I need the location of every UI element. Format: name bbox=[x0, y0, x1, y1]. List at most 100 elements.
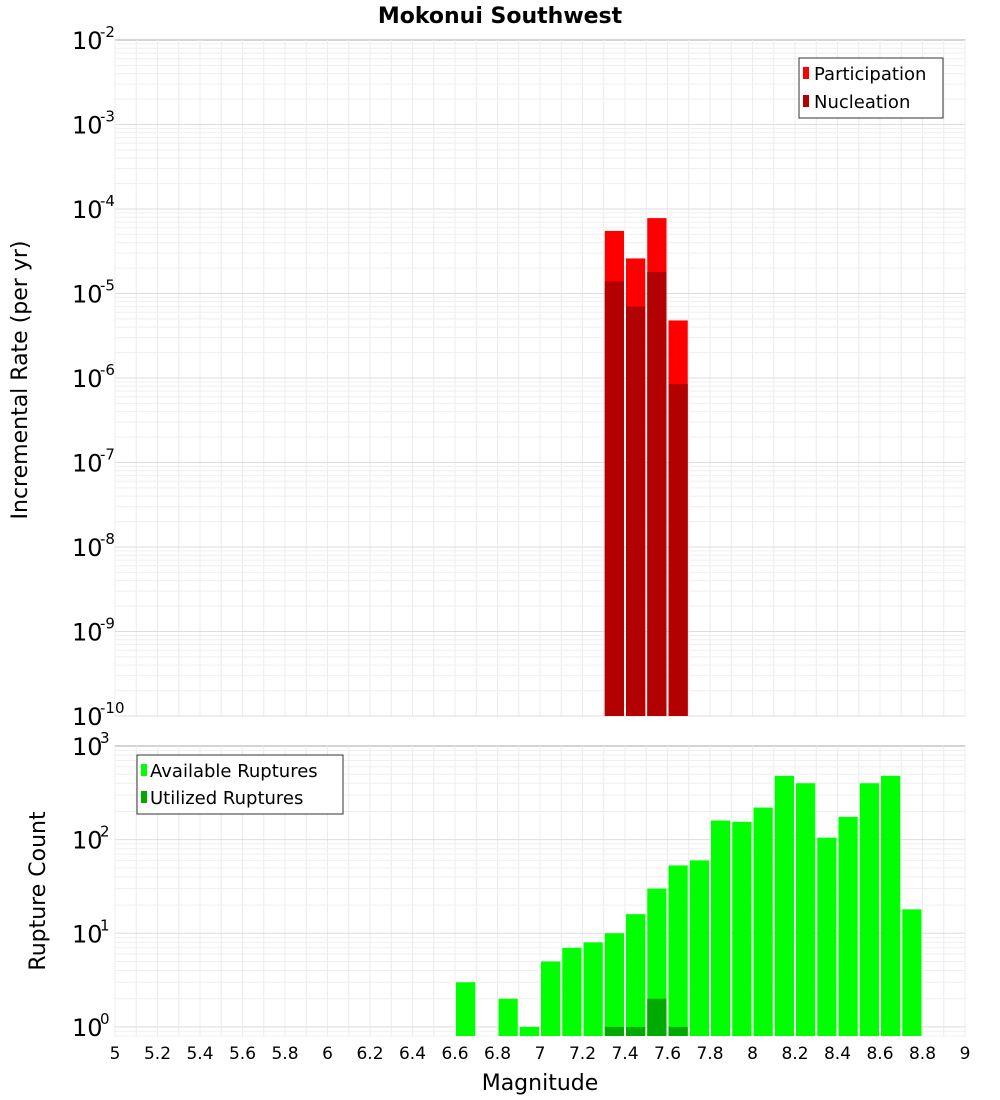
top-y-tick-exponent: -8 bbox=[100, 530, 115, 548]
x-tick-label: 8.2 bbox=[781, 1044, 808, 1064]
bar-utilized-ruptures bbox=[604, 1026, 624, 1036]
bottom-y-tick-base: 10 bbox=[72, 827, 103, 855]
bar-available-ruptures bbox=[541, 961, 561, 1036]
legend-label-utilized: Utilized Ruptures bbox=[150, 788, 303, 809]
bottom-y-tick-base: 10 bbox=[72, 733, 103, 761]
chart-title: Mokonui Southwest bbox=[378, 4, 623, 29]
bar-nucleation bbox=[626, 306, 646, 716]
bottom-y-tick-exponent: 3 bbox=[100, 729, 110, 747]
top-grid bbox=[114, 40, 966, 717]
legend-swatch-available bbox=[141, 764, 147, 776]
bar-available-ruptures bbox=[817, 837, 837, 1036]
x-tick-label: 7.2 bbox=[569, 1044, 596, 1064]
top-y-tick-exponent: -5 bbox=[100, 277, 115, 295]
bar-available-ruptures bbox=[456, 982, 476, 1036]
bottom-legend: Available Ruptures Utilized Ruptures bbox=[136, 754, 344, 815]
bar-available-ruptures bbox=[881, 775, 901, 1036]
top-bars bbox=[604, 218, 688, 717]
bottom-y-tick-exponent: 0 bbox=[100, 1010, 110, 1028]
bar-available-ruptures bbox=[626, 914, 646, 1036]
top-legend: Participation Nucleation bbox=[798, 57, 944, 119]
bar-available-ruptures bbox=[902, 909, 922, 1036]
x-tick-label: 5 bbox=[110, 1044, 121, 1064]
bar-nucleation bbox=[668, 383, 688, 716]
legend-swatch-utilized bbox=[141, 791, 147, 803]
top-legend-box bbox=[798, 57, 944, 119]
top-y-tick-exponent: -3 bbox=[100, 108, 115, 126]
bar-available-ruptures bbox=[689, 860, 709, 1036]
top-y-tick-exponent: -2 bbox=[100, 23, 115, 41]
x-tick-label: 6 bbox=[322, 1044, 333, 1064]
legend-label-available: Available Ruptures bbox=[150, 761, 318, 782]
x-tick-label: 8.6 bbox=[866, 1044, 893, 1064]
top-y-tick-base: 10 bbox=[72, 619, 103, 647]
top-y-tick-base: 10 bbox=[72, 27, 103, 55]
x-tick-label: 9 bbox=[960, 1044, 971, 1064]
top-y-tick-base: 10 bbox=[72, 703, 103, 731]
top-y-tick-exponent: -6 bbox=[100, 361, 115, 379]
x-tick-label: 6.8 bbox=[484, 1044, 511, 1064]
legend-swatch-nucleation bbox=[803, 95, 809, 107]
top-y-tick-exponent: -7 bbox=[100, 446, 115, 464]
top-y-tick-exponent: -9 bbox=[100, 615, 115, 633]
top-y-tick-base: 10 bbox=[72, 196, 103, 224]
bar-available-ruptures bbox=[604, 933, 624, 1036]
bar-available-ruptures bbox=[753, 807, 773, 1036]
bar-available-ruptures bbox=[668, 865, 688, 1036]
bottom-y-axis-label: Rupture Count bbox=[26, 811, 51, 971]
legend-label-participation: Participation bbox=[814, 64, 926, 85]
bottom-y-tick-base: 10 bbox=[72, 920, 103, 948]
x-tick-label: 7.6 bbox=[654, 1044, 681, 1064]
bar-available-ruptures bbox=[774, 775, 794, 1036]
top-y-tick-base: 10 bbox=[72, 281, 103, 309]
top-y-ticks: 10-210-310-410-510-610-710-810-910-10 bbox=[72, 23, 125, 731]
bottom-y-tick-base: 10 bbox=[72, 1014, 103, 1042]
x-tick-label: 5.6 bbox=[229, 1044, 256, 1064]
top-y-tick-base: 10 bbox=[72, 450, 103, 478]
bar-available-ruptures bbox=[519, 1026, 539, 1036]
bar-available-ruptures bbox=[498, 998, 518, 1036]
x-tick-label: 7 bbox=[535, 1044, 546, 1064]
top-panel: 10-210-310-410-510-610-710-810-910-10 In… bbox=[8, 23, 966, 731]
top-y-tick-exponent: -10 bbox=[100, 699, 125, 717]
x-tick-label: 6.6 bbox=[441, 1044, 468, 1064]
bar-available-ruptures bbox=[583, 942, 603, 1036]
top-y-tick-base: 10 bbox=[72, 534, 103, 562]
x-tick-label: 7.4 bbox=[611, 1044, 638, 1064]
legend-label-nucleation: Nucleation bbox=[814, 92, 910, 113]
x-tick-label: 5.4 bbox=[186, 1044, 213, 1064]
bottom-y-tick-exponent: 1 bbox=[100, 916, 110, 934]
bar-utilized-ruptures bbox=[647, 998, 667, 1036]
top-y-tick-base: 10 bbox=[72, 112, 103, 140]
x-tick-label: 8 bbox=[747, 1044, 758, 1064]
x-ticks: 5 5.2 5.4 5.6 5.8 6 6.2 6.4 6.6 6.8 7 7.2 7.4 7.6 7.8 8… bbox=[110, 1044, 971, 1064]
bottom-y-tick-exponent: 2 bbox=[100, 823, 110, 841]
bar-utilized-ruptures bbox=[668, 1026, 688, 1036]
bar-utilized-ruptures bbox=[626, 1026, 646, 1036]
x-tick-label: 6.2 bbox=[356, 1044, 383, 1064]
bar-available-ruptures bbox=[838, 816, 858, 1036]
bar-available-ruptures bbox=[562, 947, 582, 1036]
x-tick-label: 5.8 bbox=[271, 1044, 298, 1064]
bar-available-ruptures bbox=[711, 820, 731, 1036]
x-axis-label: Magnitude bbox=[482, 1071, 599, 1096]
x-tick-label: 8.4 bbox=[824, 1044, 851, 1064]
x-tick-label: 8.8 bbox=[909, 1044, 936, 1064]
x-tick-label: 6.4 bbox=[399, 1044, 426, 1064]
bar-nucleation bbox=[647, 271, 667, 716]
bar-available-ruptures bbox=[796, 783, 816, 1036]
bottom-bars bbox=[456, 775, 922, 1036]
legend-swatch-participation bbox=[803, 67, 809, 79]
bar-available-ruptures bbox=[859, 783, 879, 1036]
top-y-axis-label: Incremental Rate (per yr) bbox=[8, 241, 33, 520]
bottom-legend-box bbox=[136, 754, 344, 815]
top-y-tick-base: 10 bbox=[72, 365, 103, 393]
top-y-tick-exponent: -4 bbox=[100, 192, 115, 210]
bar-available-ruptures bbox=[732, 821, 752, 1036]
x-tick-label: 5.2 bbox=[144, 1044, 171, 1064]
x-tick-label: 7.8 bbox=[696, 1044, 723, 1064]
bar-nucleation bbox=[604, 281, 624, 716]
